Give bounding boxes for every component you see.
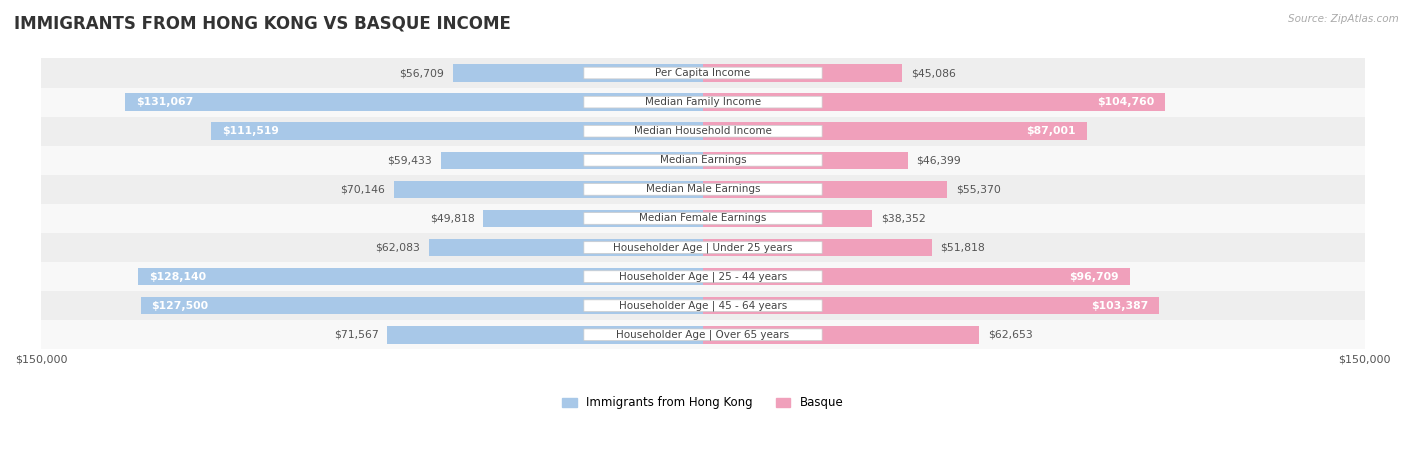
FancyBboxPatch shape bbox=[583, 329, 823, 340]
Text: $128,140: $128,140 bbox=[149, 272, 205, 282]
Bar bbox=[41, 117, 1365, 146]
Bar bbox=[211, 122, 703, 140]
Text: $55,370: $55,370 bbox=[956, 184, 1001, 194]
Text: $131,067: $131,067 bbox=[136, 97, 193, 107]
Text: $59,433: $59,433 bbox=[387, 155, 432, 165]
Bar bbox=[387, 326, 703, 344]
Text: $127,500: $127,500 bbox=[152, 301, 208, 311]
Text: Source: ZipAtlas.com: Source: ZipAtlas.com bbox=[1288, 14, 1399, 24]
Text: $111,519: $111,519 bbox=[222, 126, 278, 136]
Bar bbox=[703, 181, 948, 198]
Bar bbox=[41, 320, 1365, 349]
Text: $70,146: $70,146 bbox=[340, 184, 385, 194]
Text: Median Male Earnings: Median Male Earnings bbox=[645, 184, 761, 194]
Bar bbox=[453, 64, 703, 82]
Bar bbox=[441, 152, 703, 169]
FancyBboxPatch shape bbox=[583, 271, 823, 283]
Bar bbox=[138, 268, 703, 285]
Text: $62,083: $62,083 bbox=[375, 242, 420, 253]
Text: $46,399: $46,399 bbox=[917, 155, 962, 165]
Bar bbox=[394, 181, 703, 198]
Bar bbox=[41, 262, 1365, 291]
Bar bbox=[484, 210, 703, 227]
Text: Householder Age | 25 - 44 years: Householder Age | 25 - 44 years bbox=[619, 271, 787, 282]
Text: Householder Age | Over 65 years: Householder Age | Over 65 years bbox=[616, 330, 790, 340]
Text: IMMIGRANTS FROM HONG KONG VS BASQUE INCOME: IMMIGRANTS FROM HONG KONG VS BASQUE INCO… bbox=[14, 14, 510, 32]
Bar bbox=[703, 239, 932, 256]
Bar bbox=[703, 122, 1087, 140]
Bar bbox=[41, 175, 1365, 204]
Text: $71,567: $71,567 bbox=[333, 330, 378, 340]
FancyBboxPatch shape bbox=[583, 242, 823, 253]
Bar bbox=[703, 326, 980, 344]
Bar bbox=[41, 88, 1365, 117]
FancyBboxPatch shape bbox=[583, 212, 823, 224]
Bar bbox=[703, 297, 1159, 314]
Bar bbox=[41, 233, 1365, 262]
Text: $103,387: $103,387 bbox=[1091, 301, 1149, 311]
FancyBboxPatch shape bbox=[583, 184, 823, 195]
Bar bbox=[125, 93, 703, 111]
FancyBboxPatch shape bbox=[583, 67, 823, 79]
Bar bbox=[41, 146, 1365, 175]
Text: Median Earnings: Median Earnings bbox=[659, 155, 747, 165]
Bar bbox=[703, 210, 872, 227]
Bar bbox=[429, 239, 703, 256]
Text: $62,653: $62,653 bbox=[988, 330, 1033, 340]
Text: $56,709: $56,709 bbox=[399, 68, 444, 78]
Bar bbox=[41, 291, 1365, 320]
Text: Median Female Earnings: Median Female Earnings bbox=[640, 213, 766, 223]
FancyBboxPatch shape bbox=[583, 96, 823, 108]
Text: $104,760: $104,760 bbox=[1097, 97, 1154, 107]
Text: $51,818: $51,818 bbox=[941, 242, 986, 253]
Text: $96,709: $96,709 bbox=[1069, 272, 1119, 282]
FancyBboxPatch shape bbox=[583, 125, 823, 137]
Legend: Immigrants from Hong Kong, Basque: Immigrants from Hong Kong, Basque bbox=[562, 396, 844, 410]
FancyBboxPatch shape bbox=[583, 155, 823, 166]
FancyBboxPatch shape bbox=[583, 300, 823, 311]
Bar bbox=[703, 64, 901, 82]
Text: Median Family Income: Median Family Income bbox=[645, 97, 761, 107]
Text: Householder Age | 45 - 64 years: Householder Age | 45 - 64 years bbox=[619, 300, 787, 311]
Text: $38,352: $38,352 bbox=[882, 213, 925, 223]
Text: Per Capita Income: Per Capita Income bbox=[655, 68, 751, 78]
Text: Median Household Income: Median Household Income bbox=[634, 126, 772, 136]
Bar bbox=[41, 204, 1365, 233]
Bar bbox=[41, 58, 1365, 88]
Text: Householder Age | Under 25 years: Householder Age | Under 25 years bbox=[613, 242, 793, 253]
Bar bbox=[141, 297, 703, 314]
Text: $87,001: $87,001 bbox=[1026, 126, 1076, 136]
Bar bbox=[703, 268, 1129, 285]
Text: $49,818: $49,818 bbox=[430, 213, 474, 223]
Bar bbox=[703, 152, 908, 169]
Bar bbox=[703, 93, 1166, 111]
Text: $45,086: $45,086 bbox=[911, 68, 956, 78]
